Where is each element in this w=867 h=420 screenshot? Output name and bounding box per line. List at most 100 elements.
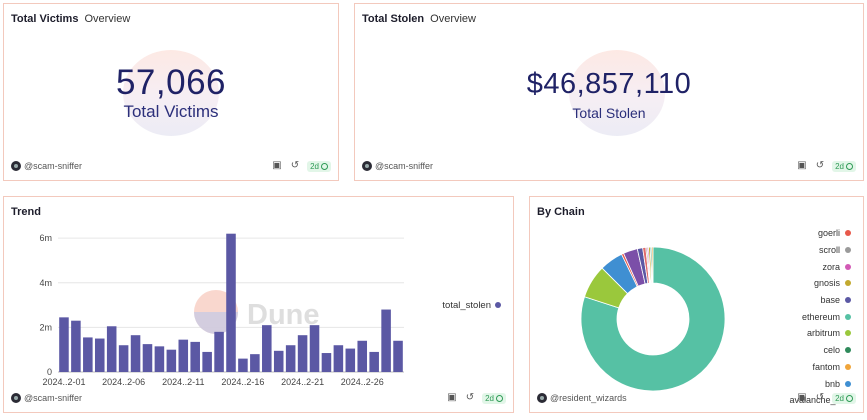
legend-item-fantom[interactable]: fantom [751, 359, 851, 376]
avatar-icon[interactable] [11, 161, 21, 171]
trend-bar[interactable] [357, 340, 368, 372]
watermark-text: Dune [247, 299, 320, 331]
trend-bar[interactable] [154, 346, 165, 372]
card-subtitle: Overview [430, 13, 476, 25]
trend-bar[interactable] [333, 345, 344, 372]
trend-bar[interactable] [190, 341, 200, 372]
counter-value: 57,066 [115, 63, 227, 102]
legend-dot [845, 263, 851, 270]
avatar-icon[interactable] [11, 393, 21, 403]
author-link[interactable]: @resident_wizards [550, 393, 627, 403]
legend-label: celo [823, 345, 840, 356]
author-link[interactable]: @scam-sniffer [24, 393, 82, 403]
avatar-icon[interactable] [362, 161, 372, 171]
check-circle-icon [496, 394, 503, 402]
legend-dot [845, 330, 851, 337]
trend-bar[interactable] [273, 350, 284, 372]
trend-bar[interactable] [83, 337, 93, 372]
pie-slice-fantom[interactable] [651, 246, 654, 284]
legend-item-arbitrum[interactable]: arbitrum [751, 325, 851, 342]
trend-bar[interactable] [297, 335, 308, 372]
by-chain-donut-chart [580, 246, 726, 392]
legend-item-ethereum[interactable]: ethereum [751, 308, 851, 325]
trend-bar[interactable] [71, 320, 81, 372]
counter-label: Total Victims [123, 102, 219, 121]
legend-item-scroll[interactable]: scroll [751, 242, 851, 259]
legend-label: polygon [808, 412, 840, 413]
check-circle-icon [846, 162, 853, 170]
counter-label: Total Stolen [572, 105, 646, 121]
trend-bar[interactable] [59, 317, 69, 372]
trend-bar[interactable] [142, 344, 153, 372]
card-title-text: Total Victims [11, 13, 79, 25]
avatar-icon[interactable] [537, 393, 547, 403]
refresh-icon[interactable]: ↺ [290, 160, 300, 171]
freshness-badge[interactable]: 2d [482, 392, 506, 404]
legend-item-goerli[interactable]: goerli [751, 225, 851, 242]
freshness-age: 2d [310, 161, 319, 171]
refresh-icon[interactable]: ↺ [815, 392, 825, 403]
legend-item-zora[interactable]: zora [751, 258, 851, 275]
trend-bar[interactable] [393, 340, 403, 372]
camera-icon[interactable]: ▣ [447, 392, 457, 403]
trend-bar[interactable] [166, 349, 177, 372]
trend-bar[interactable] [106, 326, 117, 372]
refresh-icon[interactable]: ↺ [815, 160, 825, 171]
legend-item-polygon[interactable]: polygon [751, 409, 851, 413]
card-footer: @scam-sniffer ▣ ↺ 2d [11, 159, 331, 173]
freshness-age: 2d [485, 393, 494, 403]
trend-bar[interactable] [94, 338, 105, 372]
trend-bar[interactable] [369, 351, 379, 372]
trend-bar[interactable] [285, 345, 296, 372]
trend-bar[interactable] [226, 233, 236, 372]
trend-bar[interactable] [214, 331, 224, 372]
pie-slice-ethereum[interactable] [580, 246, 726, 392]
legend-dot [845, 347, 851, 354]
x-tick-label: 2024..2-06 [102, 377, 145, 387]
author-link[interactable]: @scam-sniffer [24, 161, 82, 171]
trend-bar[interactable] [130, 335, 141, 372]
legend-item-base[interactable]: base [751, 292, 851, 309]
legend-dot [845, 247, 851, 254]
card-footer: @scam-sniffer ▣ ↺ 2d [11, 391, 506, 405]
check-circle-icon [321, 162, 328, 170]
legend-item-gnosis[interactable]: gnosis [751, 275, 851, 292]
trend-bar[interactable] [238, 358, 248, 372]
y-tick-label: 6m [39, 233, 52, 243]
check-circle-icon [846, 394, 853, 402]
y-tick-label: 0 [47, 367, 52, 377]
trend-bar[interactable] [178, 339, 189, 372]
trend-bar[interactable] [321, 353, 332, 372]
legend-item-celo[interactable]: celo [751, 342, 851, 359]
freshness-badge[interactable]: 2d [307, 160, 331, 172]
trend-bar[interactable] [309, 325, 320, 372]
legend-label: zora [822, 261, 840, 272]
trend-bar[interactable] [118, 345, 129, 372]
legend-label: goerli [817, 228, 840, 239]
camera-icon[interactable]: ▣ [272, 160, 282, 171]
freshness-badge[interactable]: 2d [832, 392, 856, 404]
legend-item-bnb[interactable]: bnb [751, 375, 851, 392]
trend-bar[interactable] [250, 354, 260, 372]
refresh-icon[interactable]: ↺ [465, 392, 475, 403]
trend-bar[interactable] [262, 325, 272, 372]
card-title[interactable]: Trend [11, 206, 41, 218]
trend-bar[interactable] [381, 309, 391, 372]
legend-label: fantom [812, 361, 840, 372]
camera-icon[interactable]: ▣ [797, 392, 807, 403]
counter-widget: 57,066 Total Victims [4, 50, 338, 140]
camera-icon[interactable]: ▣ [797, 160, 807, 171]
legend-dot [845, 280, 851, 287]
legend-label: scroll [818, 245, 840, 256]
card-title[interactable]: Total Stolen Overview [362, 13, 476, 25]
trend-bar[interactable] [202, 351, 212, 372]
trend-bar[interactable] [345, 348, 356, 372]
card-title-text: Trend [11, 206, 41, 218]
counter-value: $46,857,110 [526, 68, 692, 100]
author-link[interactable]: @scam-sniffer [375, 161, 433, 171]
freshness-badge[interactable]: 2d [832, 160, 856, 172]
legend-dot [845, 363, 851, 370]
x-tick-label: 2024..2-16 [221, 377, 264, 387]
card-title[interactable]: Total Victims Overview [11, 13, 130, 25]
card-title[interactable]: By Chain [537, 206, 585, 218]
